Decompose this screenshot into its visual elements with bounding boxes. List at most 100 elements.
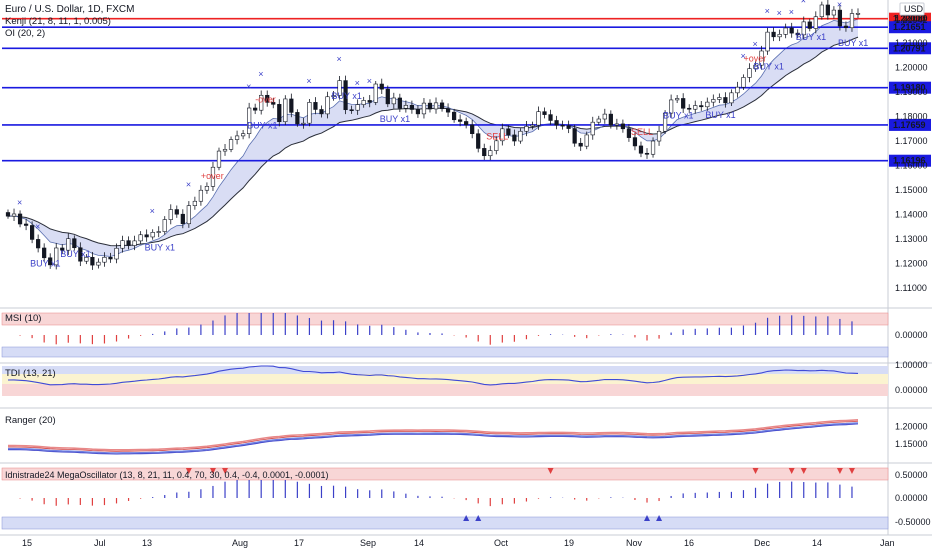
candle-body xyxy=(519,131,523,141)
tdi-lower-band xyxy=(2,384,888,396)
candle-body xyxy=(163,220,167,232)
buy-annotation: BUY x1 xyxy=(247,121,277,131)
candle-body xyxy=(205,186,209,190)
kenji-legend[interactable]: Kenji (21, 8, 11, 1, 0.005) xyxy=(5,16,111,27)
mega-tick-label-bottom: -0.50000 xyxy=(895,517,931,527)
candle-body xyxy=(567,126,571,129)
msi-pane[interactable] xyxy=(2,313,888,357)
ranger-lower-line xyxy=(8,423,858,453)
candle-body xyxy=(579,143,583,146)
candle-body xyxy=(386,89,390,104)
candle-body xyxy=(730,93,734,103)
candle-body xyxy=(615,124,619,125)
currency-badge[interactable]: USD xyxy=(904,4,924,14)
sell-annotation: SELL xyxy=(486,132,508,142)
candle-body xyxy=(434,103,438,109)
oi-legend[interactable]: OI (20, 2) xyxy=(5,28,45,39)
mega-legend[interactable]: Idnistrade24 MegaOscillator (13, 8, 21, … xyxy=(5,470,329,480)
ranger-pane[interactable] xyxy=(8,420,858,454)
candle-body xyxy=(290,99,294,112)
candle-body xyxy=(410,105,414,109)
candle-body xyxy=(241,134,245,136)
candle-body xyxy=(36,239,40,248)
candle-body xyxy=(513,135,517,141)
candle-body xyxy=(145,235,149,237)
mega-tick-label-zero: 0.00000 xyxy=(895,493,928,503)
candle-body xyxy=(127,241,131,246)
price-tick-label: 1.13000 xyxy=(895,234,928,244)
candle-body xyxy=(199,190,203,201)
candle-body xyxy=(748,69,752,78)
candle-body xyxy=(103,257,107,262)
candle-body xyxy=(133,241,137,246)
candle-body xyxy=(850,14,854,28)
candle-body xyxy=(283,99,287,122)
current-price-label: 1.21942 xyxy=(895,15,928,25)
buy-annotation: BUY x1 xyxy=(145,243,175,253)
candle-body xyxy=(621,124,625,129)
candle-body xyxy=(157,232,161,233)
over-annotation: +over xyxy=(201,171,224,181)
candle-body xyxy=(428,103,432,109)
candle-body xyxy=(573,129,577,144)
mega-lower-band xyxy=(2,517,888,529)
time-tick-label: Aug xyxy=(232,538,248,548)
candle-body xyxy=(24,224,28,225)
signal-x-marker: × xyxy=(258,69,263,79)
candle-body xyxy=(778,34,782,36)
candle-body xyxy=(109,257,113,259)
tdi-legend[interactable]: TDI (13, 21) xyxy=(5,368,56,379)
candle-body xyxy=(422,103,426,114)
candle-body xyxy=(115,248,119,259)
candle-body xyxy=(30,225,34,239)
time-tick-label: Sep xyxy=(360,538,376,548)
candle-body xyxy=(356,105,360,111)
signal-x-marker: × xyxy=(35,222,40,232)
candle-body xyxy=(543,112,547,115)
candle-body xyxy=(223,149,227,151)
candle-body xyxy=(42,248,46,258)
price-tick-label: 1.16000 xyxy=(895,161,928,171)
candle-body xyxy=(217,151,221,167)
fast-average-line xyxy=(8,19,858,256)
candle-body xyxy=(296,112,300,124)
ranger-legend[interactable]: Ranger (20) xyxy=(5,415,56,426)
time-tick-label: Oct xyxy=(494,538,509,548)
candle-body xyxy=(12,214,16,216)
candle-body xyxy=(398,98,402,108)
candle-body xyxy=(699,106,703,107)
candle-body xyxy=(253,108,257,110)
candle-body xyxy=(585,135,589,146)
candle-body xyxy=(820,5,824,17)
candle-body xyxy=(121,241,125,249)
time-tick-label: 15 xyxy=(22,538,32,548)
msi-legend[interactable]: MSI (10) xyxy=(5,313,41,324)
candle-body xyxy=(229,140,233,150)
candle-body xyxy=(808,22,812,29)
time-tick-label: Jan xyxy=(880,538,895,548)
candle-body xyxy=(277,104,281,121)
candle-body xyxy=(494,141,498,151)
chart-title: Euro / U.S. Dollar, 1D, FXCM xyxy=(5,4,134,15)
price-tick-label: 1.19000 xyxy=(895,87,928,97)
kenji-band xyxy=(8,19,858,256)
time-tick-label: 14 xyxy=(812,538,822,548)
candle-body xyxy=(537,112,541,125)
buy-annotation: BUY x1 xyxy=(60,249,90,259)
tdi-pane[interactable] xyxy=(2,366,888,396)
candle-body xyxy=(187,206,191,224)
candle-body xyxy=(724,97,728,102)
candle-body xyxy=(91,257,95,265)
candle-body xyxy=(856,13,860,14)
ranger-upper-inner-line xyxy=(8,421,858,451)
candle-body xyxy=(525,126,529,131)
candle-body xyxy=(844,26,848,28)
candle-body xyxy=(350,110,354,111)
candle-body xyxy=(736,87,740,93)
candle-body xyxy=(476,134,480,149)
candle-body xyxy=(374,84,378,102)
